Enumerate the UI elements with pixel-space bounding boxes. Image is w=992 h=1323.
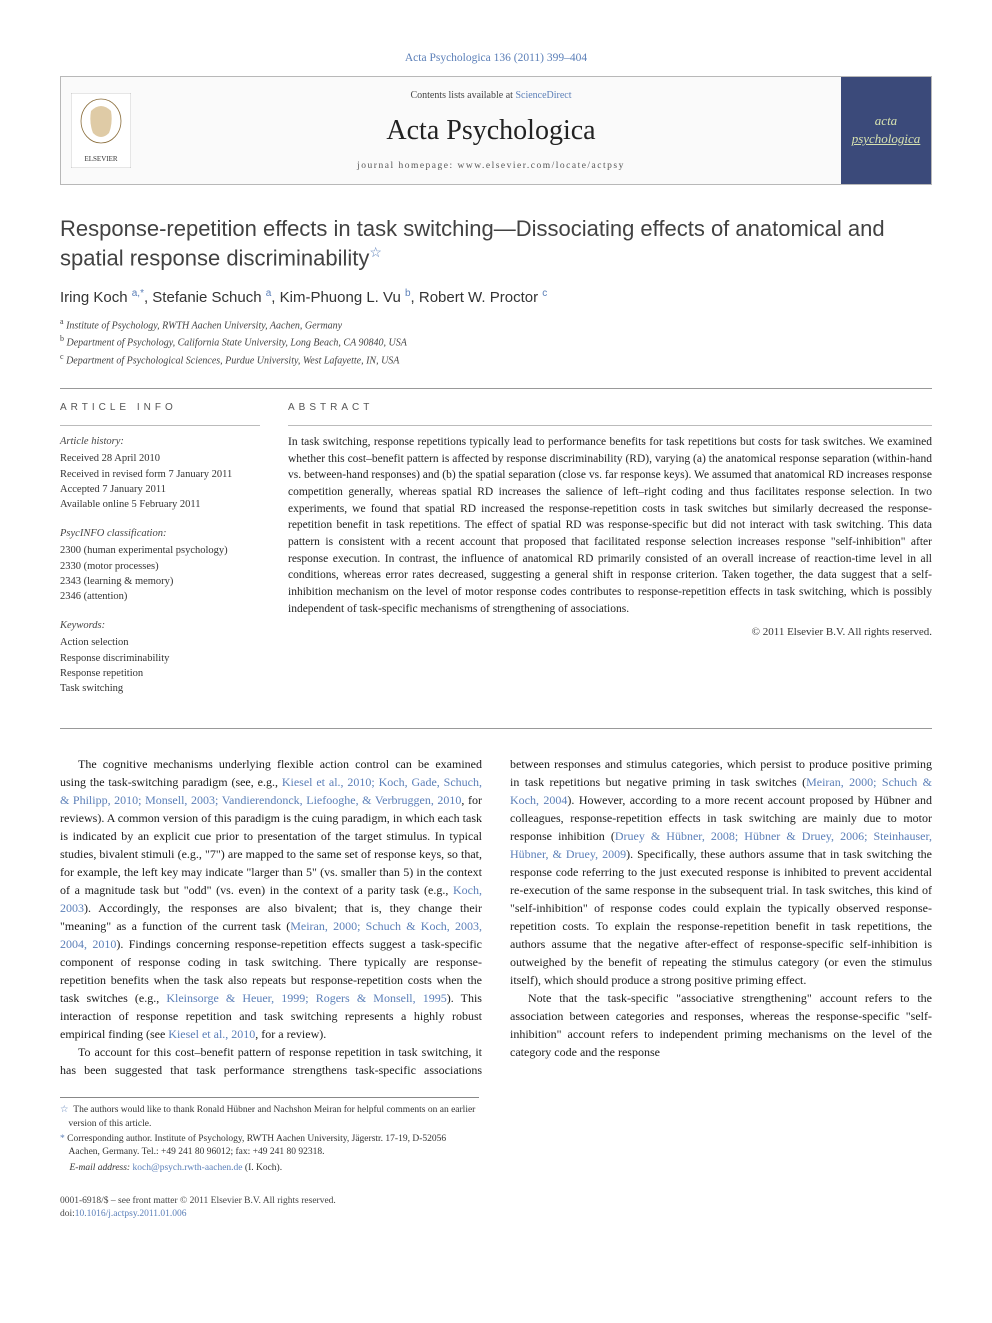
article-title: Response-repetition effects in task swit… (60, 215, 932, 274)
history-item: Available online 5 February 2011 (60, 497, 260, 512)
psycinfo-item: 2330 (motor processes) (60, 559, 260, 574)
svg-text:ELSEVIER: ELSEVIER (84, 155, 117, 163)
homepage-url[interactable]: www.elsevier.com/locate/actpsy (458, 161, 625, 171)
history-item: Received in revised form 7 January 2011 (60, 467, 260, 482)
cover-word-1: acta (875, 112, 897, 130)
journal-reference: Acta Psychologica 136 (2011) 399–404 (60, 50, 932, 66)
title-note-symbol: ☆ (369, 244, 382, 260)
affiliation-b: b Department of Psychology, California S… (60, 333, 932, 350)
body-paragraph: The cognitive mechanisms underlying flex… (60, 755, 482, 1043)
abstract-text: In task switching, response repetitions … (288, 434, 932, 617)
doi-link[interactable]: 10.1016/j.actpsy.2011.01.006 (75, 1209, 187, 1219)
body-text: The cognitive mechanisms underlying flex… (60, 755, 932, 1079)
author-list: Iring Koch a,*, Stefanie Schuch a, Kim-P… (60, 287, 932, 308)
psycinfo-item: 2346 (attention) (60, 589, 260, 604)
article-history: Article history: Received 28 April 2010 … (60, 434, 260, 512)
footnotes: ☆ The authors would like to thank Ronald… (60, 1097, 479, 1174)
citation-link[interactable]: Kiesel et al., 2010 (168, 1027, 255, 1041)
abstract-heading: ABSTRACT (288, 401, 932, 415)
psycinfo-item: 2343 (learning & memory) (60, 574, 260, 589)
journal-name: Acta Psychologica (151, 111, 831, 150)
abstract-column: ABSTRACT In task switching, response rep… (288, 401, 932, 710)
keyword-item: Task switching (60, 681, 260, 696)
elsevier-logo: ELSEVIER (61, 77, 141, 183)
psycinfo-label: PsycINFO classification: (60, 526, 260, 541)
keyword-item: Action selection (60, 635, 260, 650)
abstract-copyright: © 2011 Elsevier B.V. All rights reserved… (288, 625, 932, 640)
keywords-block: Keywords: Action selection Response disc… (60, 618, 260, 696)
journal-cover-thumb: acta psychologica (841, 77, 931, 183)
affiliation-c: c Department of Psychological Sciences, … (60, 351, 932, 368)
keyword-item: Response discriminability (60, 651, 260, 666)
divider (60, 388, 932, 389)
footnote-email: E-mail address: koch@psych.rwth-aachen.d… (60, 1162, 479, 1175)
footer-copyright: 0001-6918/$ – see front matter © 2011 El… (60, 1195, 932, 1208)
history-item: Accepted 7 January 2011 (60, 482, 260, 497)
footer-doi: doi:10.1016/j.actpsy.2011.01.006 (60, 1208, 932, 1221)
history-label: Article history: (60, 434, 260, 449)
body-paragraph: Note that the task-specific "associative… (510, 989, 932, 1061)
history-item: Received 28 April 2010 (60, 451, 260, 466)
contents-prefix: Contents lists available at (410, 90, 515, 101)
affiliations: a Institute of Psychology, RWTH Aachen U… (60, 316, 932, 368)
sciencedirect-link[interactable]: ScienceDirect (515, 90, 571, 101)
contents-line: Contents lists available at ScienceDirec… (151, 89, 831, 103)
keywords-label: Keywords: (60, 618, 260, 633)
journal-homepage: journal homepage: www.elsevier.com/locat… (151, 160, 831, 173)
email-link[interactable]: koch@psych.rwth-aachen.de (132, 1163, 242, 1173)
psycinfo-block: PsycINFO classification: 2300 (human exp… (60, 526, 260, 604)
divider (60, 728, 932, 729)
article-info-heading: ARTICLE INFO (60, 401, 260, 415)
citation-link[interactable]: Kleinsorge & Heuer, 1999; Rogers & Monse… (166, 991, 446, 1005)
page-footer: 0001-6918/$ – see front matter © 2011 El… (60, 1195, 932, 1222)
title-text: Response-repetition effects in task swit… (60, 216, 885, 271)
keyword-item: Response repetition (60, 666, 260, 681)
cover-word-2: psychologica (852, 130, 921, 148)
affiliation-a: a Institute of Psychology, RWTH Aachen U… (60, 316, 932, 333)
footnote-corresponding: * Corresponding author. Institute of Psy… (60, 1133, 479, 1160)
footnote-star: ☆ The authors would like to thank Ronald… (60, 1104, 479, 1131)
journal-header: ELSEVIER Contents lists available at Sci… (60, 76, 932, 184)
homepage-prefix: journal homepage: (357, 161, 457, 171)
article-info-column: ARTICLE INFO Article history: Received 2… (60, 401, 260, 710)
psycinfo-item: 2300 (human experimental psychology) (60, 543, 260, 558)
